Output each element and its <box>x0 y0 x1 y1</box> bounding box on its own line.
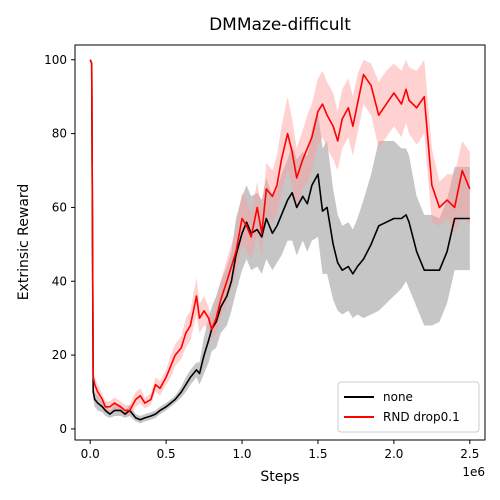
y-tick-label: 60 <box>52 200 67 214</box>
x-tick-label: 1.0 <box>232 447 251 461</box>
x-tick-label: 2.5 <box>460 447 479 461</box>
y-axis-label: Extrinsic Reward <box>16 184 32 301</box>
line-none <box>89 59 470 421</box>
x-axis-offset-label: 1e6 <box>462 465 485 479</box>
legend: none RND drop0.1 <box>337 381 480 433</box>
chart-title: DMMaze-difficult <box>209 15 351 35</box>
legend-label-rnd-drop0-1: RND drop0.1 <box>383 410 460 424</box>
y-tick-label: 80 <box>52 127 67 141</box>
legend-box <box>337 381 480 433</box>
band-none <box>90 59 470 424</box>
x-axis-ticks: 0.0 0.5 1.0 1.5 2.0 2.5 <box>81 440 479 461</box>
series-lines <box>89 59 471 421</box>
y-tick-label: 100 <box>44 53 67 67</box>
x-tick-label: 0.5 <box>157 447 176 461</box>
x-tick-label: 1.5 <box>308 447 327 461</box>
y-tick-label: 40 <box>52 274 67 288</box>
band-rnd-drop0-1 <box>90 59 470 417</box>
x-tick-label: 2.0 <box>384 447 403 461</box>
y-tick-label: 0 <box>59 422 67 436</box>
x-axis-label: Steps <box>260 469 299 485</box>
plot-area-frame <box>74 44 486 441</box>
x-tick-label: 0.0 <box>81 447 100 461</box>
y-axis-ticks: 0 20 40 60 80 100 <box>44 53 75 436</box>
line-rnd-drop0-1 <box>89 59 471 412</box>
y-tick-label: 20 <box>52 348 67 362</box>
confidence-bands <box>90 59 470 424</box>
legend-label-none: none <box>383 390 413 404</box>
